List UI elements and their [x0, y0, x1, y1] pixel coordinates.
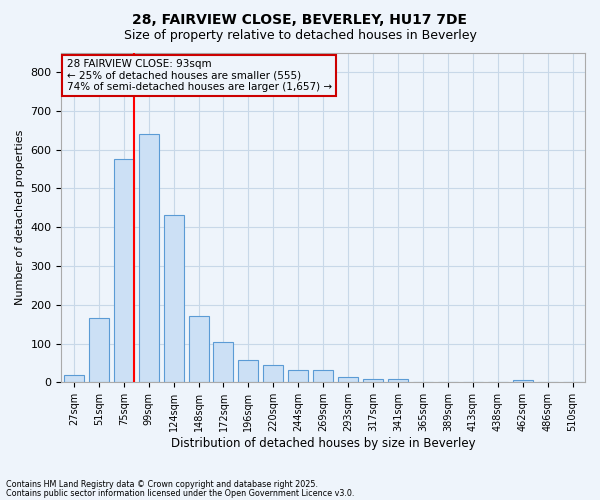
Bar [64, 374, 84, 382]
Bar [313, 370, 333, 382]
Bar [288, 370, 308, 382]
Text: Contains public sector information licensed under the Open Government Licence v3: Contains public sector information licen… [6, 488, 355, 498]
Bar [139, 134, 158, 382]
Text: 28, FAIRVIEW CLOSE, BEVERLEY, HU17 7DE: 28, FAIRVIEW CLOSE, BEVERLEY, HU17 7DE [133, 12, 467, 26]
Text: 28 FAIRVIEW CLOSE: 93sqm
← 25% of detached houses are smaller (555)
74% of semi-: 28 FAIRVIEW CLOSE: 93sqm ← 25% of detach… [67, 59, 332, 92]
Bar [114, 159, 134, 382]
Text: Contains HM Land Registry data © Crown copyright and database right 2025.: Contains HM Land Registry data © Crown c… [6, 480, 318, 489]
Bar [89, 318, 109, 382]
Bar [338, 377, 358, 382]
Y-axis label: Number of detached properties: Number of detached properties [15, 130, 25, 305]
Bar [238, 360, 259, 382]
Bar [388, 379, 408, 382]
Bar [214, 342, 233, 382]
Bar [188, 316, 209, 382]
Bar [512, 380, 533, 382]
Text: Size of property relative to detached houses in Beverley: Size of property relative to detached ho… [124, 29, 476, 42]
Bar [263, 365, 283, 382]
X-axis label: Distribution of detached houses by size in Beverley: Distribution of detached houses by size … [171, 437, 476, 450]
Bar [363, 379, 383, 382]
Bar [164, 216, 184, 382]
